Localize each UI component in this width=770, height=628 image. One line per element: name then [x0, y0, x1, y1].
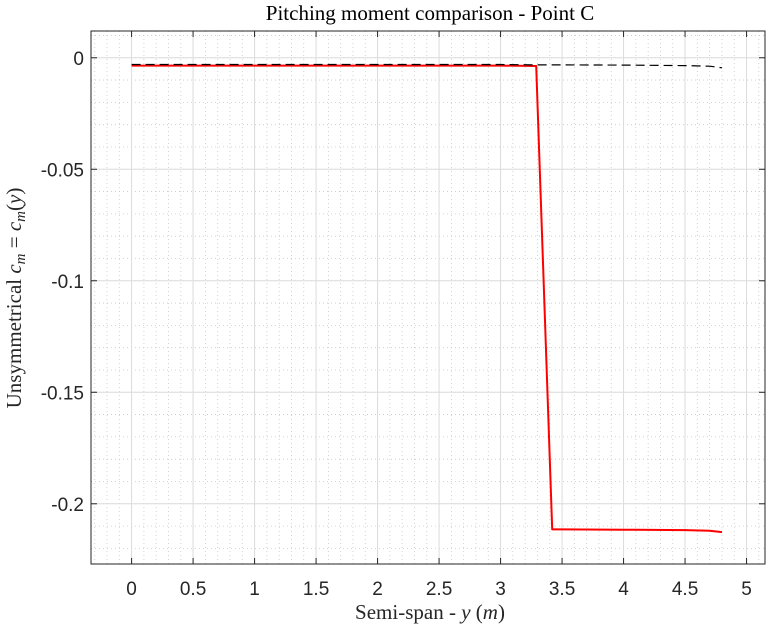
- y-tick-label: 0: [73, 49, 84, 70]
- x-tick-label: 3.5: [549, 579, 575, 600]
- y-tick-label: -0.2: [51, 495, 84, 516]
- y-label-arg: y: [2, 194, 26, 206]
- series-line-solid: [131, 64, 723, 534]
- y-tick-label: -0.1: [51, 272, 84, 293]
- x-tick-label: 5: [741, 579, 752, 600]
- x-tick-label: 1.5: [303, 579, 329, 600]
- y-axis-label: Unsymmetrical cm = cm(y): [2, 188, 29, 409]
- y-axis-ticks: 0 -0.05 -0.1 -0.15 -0.2: [41, 49, 765, 516]
- x-tick-label: 0: [126, 579, 137, 600]
- plot-frame: [90, 30, 766, 565]
- x-label-prefix: Semi-span -: [355, 600, 461, 624]
- x-tick-label: 0.5: [180, 579, 206, 600]
- x-axis-label: Semi-span - y (m): [355, 600, 505, 624]
- minor-grid: [91, 31, 765, 564]
- series-layer: [131, 63, 723, 534]
- x-tick-label: 3: [495, 579, 506, 600]
- x-tick-label: 4: [618, 579, 629, 600]
- x-label-unit: m: [483, 600, 498, 624]
- x-tick-label: 1: [249, 579, 260, 600]
- x-tick-label: 2.5: [426, 579, 452, 600]
- chart-title: Pitching moment comparison - Point C: [266, 1, 594, 25]
- y-label-eq: =: [2, 231, 26, 253]
- y-label-rhs-sub: m: [13, 211, 29, 222]
- y-label-arg-open: (: [2, 204, 26, 211]
- y-tick-label: -0.05: [41, 160, 84, 181]
- major-grid: [91, 31, 765, 564]
- x-label-var: y: [459, 600, 471, 624]
- x-axis-ticks: 0 0.5 1 1.5 2 2.5 3 3.5 4 4.5 5: [126, 31, 752, 600]
- y-tick-label: -0.15: [41, 383, 84, 404]
- series-line-dashed: [131, 63, 723, 69]
- x-tick-label: 4.5: [672, 579, 698, 600]
- y-label-rhs-base: c: [2, 221, 26, 231]
- y-label-prefix: Unsymmetrical: [2, 274, 26, 409]
- x-tick-label: 2: [372, 579, 383, 600]
- y-label-arg-close: ): [2, 188, 26, 195]
- x-label-unit-open: (: [471, 600, 483, 624]
- y-label-lhs-base: c: [2, 264, 26, 274]
- y-label-lhs-sub: m: [13, 253, 29, 264]
- x-label-unit-close: ): [498, 600, 505, 624]
